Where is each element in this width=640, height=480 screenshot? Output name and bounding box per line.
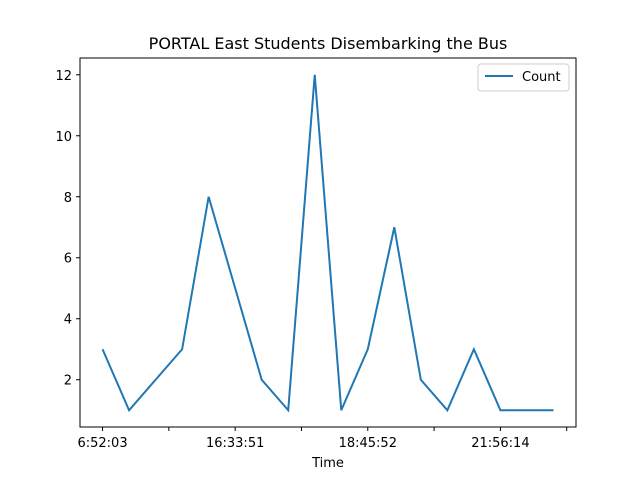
plot-area: 2 4 6 8 10 12 6:52:03 16:33:51 18:45:52 21:56:14	[55, 57, 577, 451]
x-tick-label: 6:52:03	[77, 436, 127, 451]
y-axis: 2 4 6 8 10 12	[55, 69, 80, 389]
x-tick-label: 16:33:51	[206, 436, 264, 451]
legend: Count	[477, 63, 570, 92]
x-axis: 6:52:03 16:33:51 18:45:52 21:56:14	[77, 427, 568, 451]
legend-label: Count	[522, 70, 561, 85]
y-tick-label: 6	[64, 252, 72, 267]
y-tick-label: 2	[64, 374, 72, 389]
x-tick-label: 18:45:52	[339, 436, 397, 451]
legend-box	[477, 63, 570, 92]
x-tick-label: 21:56:14	[471, 436, 529, 451]
plot-frame	[79, 57, 577, 428]
y-tick-label: 10	[55, 130, 72, 145]
series-line-count	[101, 74, 554, 413]
y-tick-label: 12	[55, 69, 72, 84]
y-tick-label: 4	[64, 313, 72, 328]
chart-title: PORTAL East Students Disembarking the Bu…	[149, 34, 508, 53]
y-tick-label: 8	[64, 191, 72, 206]
x-axis-label: Time	[311, 456, 344, 471]
series-layer	[101, 74, 554, 413]
